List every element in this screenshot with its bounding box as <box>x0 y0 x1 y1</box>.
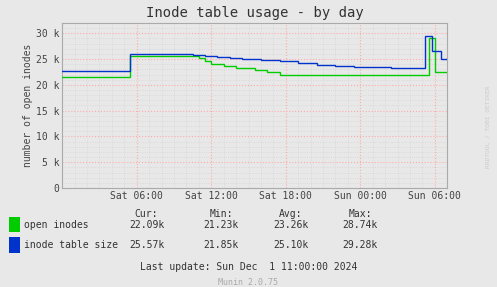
Text: inode table size: inode table size <box>24 241 118 250</box>
Y-axis label: number of open inodes: number of open inodes <box>23 44 33 167</box>
Title: Inode table usage - by day: Inode table usage - by day <box>146 6 364 20</box>
Text: RRDTOOL / TOBI OETIKER: RRDTOOL / TOBI OETIKER <box>486 85 491 168</box>
Text: Max:: Max: <box>348 209 372 219</box>
Text: 23.26k: 23.26k <box>273 220 308 230</box>
Text: Cur:: Cur: <box>135 209 159 219</box>
Text: 22.09k: 22.09k <box>129 220 164 230</box>
Text: 28.74k: 28.74k <box>343 220 378 230</box>
Text: Avg:: Avg: <box>279 209 303 219</box>
Text: Last update: Sun Dec  1 11:00:00 2024: Last update: Sun Dec 1 11:00:00 2024 <box>140 262 357 272</box>
Text: Munin 2.0.75: Munin 2.0.75 <box>219 278 278 287</box>
Text: open inodes: open inodes <box>24 220 88 230</box>
Text: 21.23k: 21.23k <box>204 220 239 230</box>
Text: Min:: Min: <box>209 209 233 219</box>
Text: 29.28k: 29.28k <box>343 241 378 250</box>
Text: 21.85k: 21.85k <box>204 241 239 250</box>
Text: 25.57k: 25.57k <box>129 241 164 250</box>
Text: 25.10k: 25.10k <box>273 241 308 250</box>
